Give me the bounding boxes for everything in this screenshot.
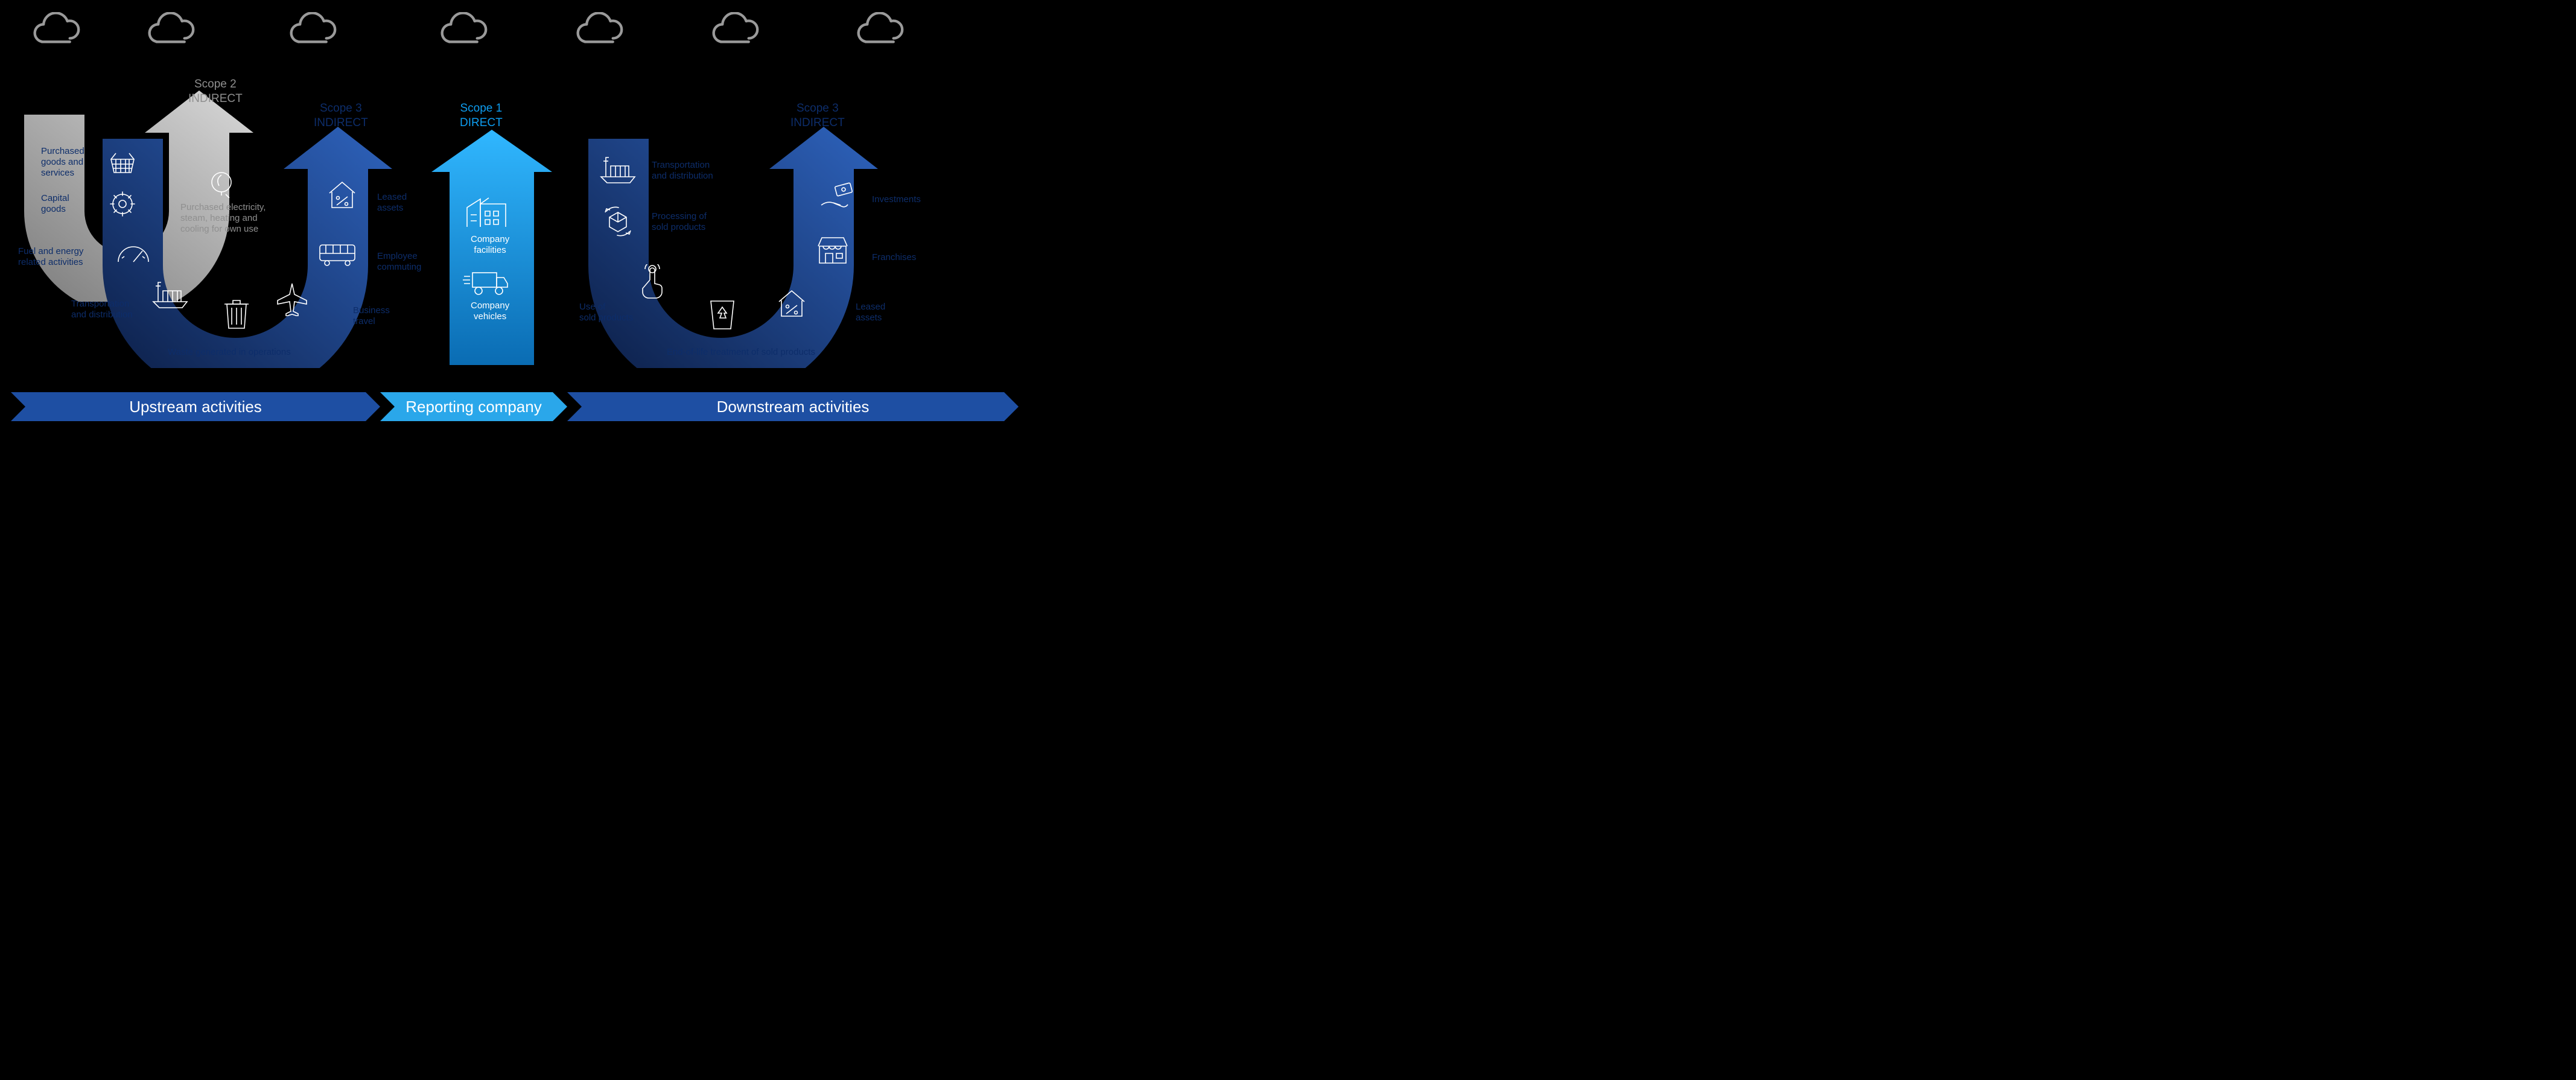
- label-purchased-elec: Purchased electricity, steam, heating an…: [180, 202, 266, 235]
- chevron-upstream: Upstream activities: [11, 392, 380, 421]
- chevron-bar: Upstream activities Reporting company Do…: [11, 392, 1019, 421]
- label-leased-assets-down: Leased assets: [856, 302, 885, 323]
- recycle-box-icon: [602, 205, 634, 238]
- cloud-icon: [706, 12, 763, 50]
- cloud-icon: [434, 12, 492, 50]
- storefront-icon: [816, 235, 850, 265]
- label-transport-up: Transportation and distribution: [71, 299, 133, 320]
- recycle-bin-icon: [707, 299, 737, 331]
- chevron-reporting-label: Reporting company: [380, 392, 567, 421]
- label-use-sold: Use of sold products: [579, 302, 633, 323]
- label-capital-goods: Capital goods: [41, 193, 69, 215]
- cloud-icon: [851, 12, 908, 50]
- label-leased-assets-up: Leased assets: [377, 192, 407, 214]
- label-processing-sold: Processing of sold products: [652, 211, 707, 233]
- basket-icon: [109, 151, 136, 175]
- scope3-left-label: Scope 3INDIRECT: [314, 101, 368, 130]
- chevron-reporting: Reporting company: [380, 392, 567, 421]
- cloud-icon: [27, 12, 84, 50]
- cloud-icon: [142, 12, 199, 50]
- ship-down-icon: [599, 154, 637, 185]
- cloud-icon: [570, 12, 628, 50]
- label-franchises: Franchises: [872, 252, 916, 263]
- label-investments: Investments: [872, 194, 921, 205]
- gear-icon: [109, 190, 136, 218]
- chevron-downstream-label: Downstream activities: [567, 392, 1019, 421]
- cloud-icon: [284, 12, 341, 50]
- scope2-label: Scope 2INDIRECT: [188, 77, 243, 106]
- label-fuel-energy: Fuel and energy related activities: [18, 246, 83, 268]
- scope1-label: Scope 1DIRECT: [460, 101, 503, 130]
- house-percent-down-icon: [775, 288, 808, 319]
- leaf-plug-icon: [206, 169, 237, 199]
- label-company-facilities: Company facilities: [471, 234, 509, 256]
- chevron-downstream: Downstream activities: [567, 392, 1019, 421]
- facility-icon: [465, 193, 508, 229]
- hand-money-icon: [818, 181, 855, 211]
- truck-icon: [462, 270, 509, 297]
- bus-icon: [319, 243, 356, 267]
- gauge-icon: [116, 240, 151, 264]
- label-eol-sold: End-of-life treatment of sold products: [667, 347, 815, 358]
- label-company-vehicles: Company vehicles: [471, 300, 509, 322]
- house-percent-icon: [326, 180, 358, 210]
- scope3-right-label: Scope 3INDIRECT: [790, 101, 845, 130]
- trash-icon: [222, 297, 251, 331]
- label-business-travel: Business travel: [353, 305, 390, 327]
- ship-icon: [151, 279, 189, 310]
- chevron-upstream-label: Upstream activities: [11, 392, 380, 421]
- plane-icon: [276, 282, 308, 316]
- label-purchased-goods: Purchased goods and services: [41, 146, 84, 179]
- diagram-stage: Scope 2INDIRECT Scope 3INDIRECT Scope 1D…: [0, 0, 1030, 432]
- touch-icon: [637, 264, 666, 299]
- label-transport-down: Transportation and distribution: [652, 160, 713, 182]
- label-employee-commuting: Employee commuting: [377, 251, 421, 273]
- label-waste-ops: Waste generated in operations: [168, 347, 291, 358]
